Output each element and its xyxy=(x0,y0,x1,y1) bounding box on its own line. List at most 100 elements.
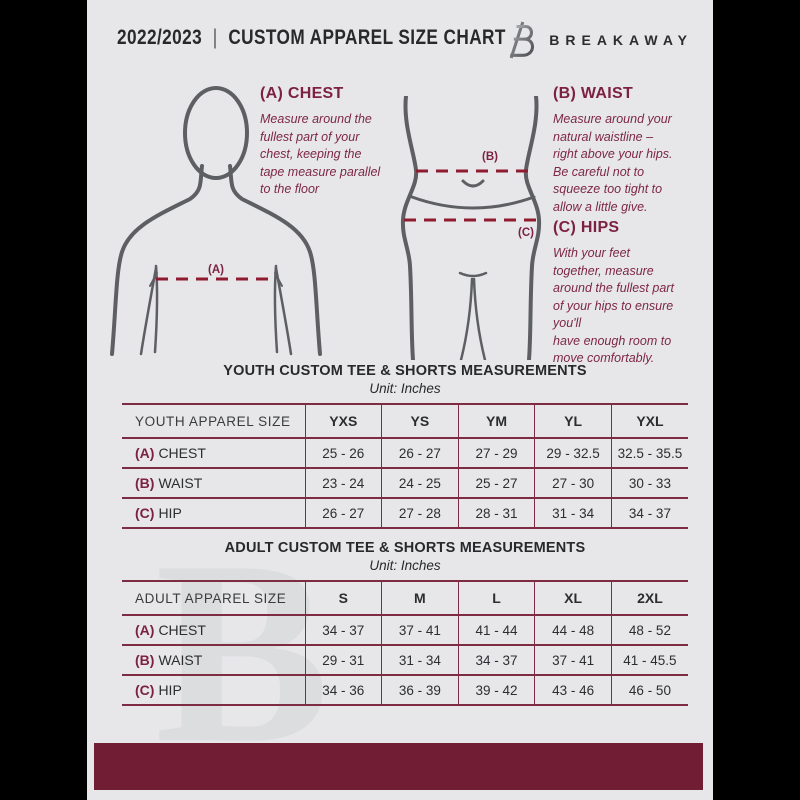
hips-marker-label: (C) xyxy=(518,227,534,239)
chest-guide-block: (A) CHEST Measure around the fullest par… xyxy=(260,85,420,199)
waist-guide-block: (B) WAIST Measure around your natural wa… xyxy=(553,85,711,216)
waist-guide-text: Measure around your natural waistline – … xyxy=(553,112,673,214)
table-cell: 25 - 27 xyxy=(457,467,535,498)
table-cell: 25 - 26 xyxy=(304,437,382,468)
table-cell: 37 - 41 xyxy=(381,614,459,645)
row-marker: (C) xyxy=(135,682,155,698)
table-row: (B) WAIST 29 - 31 31 - 34 34 - 37 37 - 41… xyxy=(122,644,688,675)
adult-table-unit: Unit: Inches xyxy=(369,558,441,573)
row-marker: (A) xyxy=(135,445,155,461)
hip-curve xyxy=(410,195,536,210)
table-cell: 34 - 36 xyxy=(304,674,382,706)
table-cell: 36 - 39 xyxy=(381,674,459,706)
adult-table-section: ADULT CUSTOM TEE & SHORTS MEASUREMENTS U… xyxy=(122,540,688,706)
brand-name: BREAKAWAY xyxy=(549,32,693,48)
table-cell: 39 - 42 xyxy=(457,674,535,706)
header-year: 2022/2023 xyxy=(117,26,203,49)
breakaway-logo-icon xyxy=(505,21,535,59)
table-cell: 34 - 37 xyxy=(457,644,535,675)
row-label-text: CHEST xyxy=(158,445,206,461)
brand-logo: BREAKAWAY xyxy=(503,19,693,61)
footer-bar xyxy=(94,743,703,790)
hips-guide-heading: (C) HIPS xyxy=(553,219,620,236)
table-row: (C) HIP 34 - 36 36 - 39 39 - 42 43 - 46 4… xyxy=(122,674,688,706)
row-marker: (B) xyxy=(135,475,155,491)
hips-guide-text: With your feet together, measure around … xyxy=(553,246,674,365)
youth-table-unit: Unit: Inches xyxy=(369,381,441,396)
row-label-text: HIP xyxy=(158,682,182,698)
page-title: 2022/2023 | CUSTOM APPAREL SIZE CHART xyxy=(117,26,506,50)
table-cell: 46 - 50 xyxy=(610,674,688,706)
column-header: YS xyxy=(381,403,459,438)
row-label: (B) WAIST xyxy=(122,644,305,675)
chest-guide-heading: (A) CHEST xyxy=(260,85,344,102)
adult-table-title: ADULT CUSTOM TEE & SHORTS MEASUREMENTS xyxy=(224,540,586,556)
youth-table-section: YOUTH CUSTOM TEE & SHORTS MEASUREMENTS U… xyxy=(122,363,688,529)
column-header: YM xyxy=(457,403,535,438)
table-cell: 31 - 34 xyxy=(534,497,612,529)
column-header: ADULT APPAREL SIZE xyxy=(122,580,305,615)
waist-guide-heading: (B) WAIST xyxy=(553,85,634,102)
column-header: M xyxy=(381,580,459,615)
chest-guide-text: Measure around the fullest part of your … xyxy=(260,112,381,196)
table-row: (B) WAIST 23 - 24 24 - 25 25 - 27 27 - 30… xyxy=(122,467,688,498)
adult-size-table: ADULT APPAREL SIZE S M L XL 2XL (A) CHEST… xyxy=(122,580,688,706)
row-label-text: HIP xyxy=(158,505,182,521)
table-cell: 27 - 30 xyxy=(534,467,612,498)
row-marker: (C) xyxy=(135,505,155,521)
table-cell: 43 - 46 xyxy=(534,674,612,706)
row-label-text: WAIST xyxy=(158,475,203,491)
navel-mark xyxy=(461,179,485,188)
table-cell: 32.5 - 35.5 xyxy=(610,437,688,468)
header: 2022/2023 | CUSTOM APPAREL SIZE CHART xyxy=(87,0,713,74)
column-header: S xyxy=(304,580,382,615)
youth-header-row: YOUTH APPAREL SIZE YXS YS YM YL YXL xyxy=(122,403,688,438)
table-cell: 30 - 33 xyxy=(610,467,688,498)
row-marker: (A) xyxy=(135,622,155,638)
row-label: (C) HIP xyxy=(122,674,305,706)
table-cell: 26 - 27 xyxy=(304,497,382,529)
row-marker: (B) xyxy=(135,652,155,668)
table-cell: 34 - 37 xyxy=(610,497,688,529)
torso-chest-figure: (A) xyxy=(110,86,322,356)
table-cell: 24 - 25 xyxy=(381,467,459,498)
row-label: (B) WAIST xyxy=(122,467,305,498)
table-cell: 29 - 31 xyxy=(304,644,382,675)
waist-hips-figure: (B) (C) xyxy=(400,96,544,360)
table-cell: 27 - 29 xyxy=(457,437,535,468)
adult-header-row: ADULT APPAREL SIZE S M L XL 2XL xyxy=(122,580,688,615)
column-header: XL xyxy=(534,580,612,615)
row-label-text: WAIST xyxy=(158,652,203,668)
table-row: (A) CHEST 25 - 26 26 - 27 27 - 29 29 - 32… xyxy=(122,437,688,468)
table-cell: 29 - 32.5 xyxy=(534,437,612,468)
table-cell: 27 - 28 xyxy=(381,497,459,529)
column-header: YXS xyxy=(304,403,382,438)
size-chart-page: B 2022/2023 | CUSTOM APPAREL SIZE CHART xyxy=(87,0,713,800)
table-cell: 41 - 45.5 xyxy=(610,644,688,675)
row-label: (C) HIP xyxy=(122,497,305,529)
column-header: YL xyxy=(534,403,612,438)
table-cell: 37 - 41 xyxy=(534,644,612,675)
row-label: (A) CHEST xyxy=(122,614,305,645)
table-cell: 31 - 34 xyxy=(381,644,459,675)
chest-marker-label: (A) xyxy=(208,264,224,276)
hips-guide-block: (C) HIPS With your feet together, measur… xyxy=(553,219,713,368)
row-label-text: CHEST xyxy=(158,622,206,638)
table-row: (A) CHEST 34 - 37 37 - 41 41 - 44 44 - 48… xyxy=(122,614,688,645)
column-header: L xyxy=(457,580,535,615)
table-cell: 41 - 44 xyxy=(457,614,535,645)
row-label: (A) CHEST xyxy=(122,437,305,468)
column-header: 2XL xyxy=(610,580,688,615)
waist-marker-label: (B) xyxy=(482,151,498,163)
column-header: YXL xyxy=(610,403,688,438)
table-cell: 28 - 31 xyxy=(457,497,535,529)
measurement-guide: (A) (B) (C) (A) CHEST Measure around the… xyxy=(87,80,713,372)
youth-table-title: YOUTH CUSTOM TEE & SHORTS MEASUREMENTS xyxy=(223,363,587,379)
table-cell: 48 - 52 xyxy=(610,614,688,645)
table-row: (C) HIP 26 - 27 27 - 28 28 - 31 31 - 34 3… xyxy=(122,497,688,529)
header-divider: | xyxy=(212,26,218,49)
table-cell: 23 - 24 xyxy=(304,467,382,498)
column-header: YOUTH APPAREL SIZE xyxy=(122,403,305,438)
youth-size-table: YOUTH APPAREL SIZE YXS YS YM YL YXL (A) C… xyxy=(122,403,688,529)
